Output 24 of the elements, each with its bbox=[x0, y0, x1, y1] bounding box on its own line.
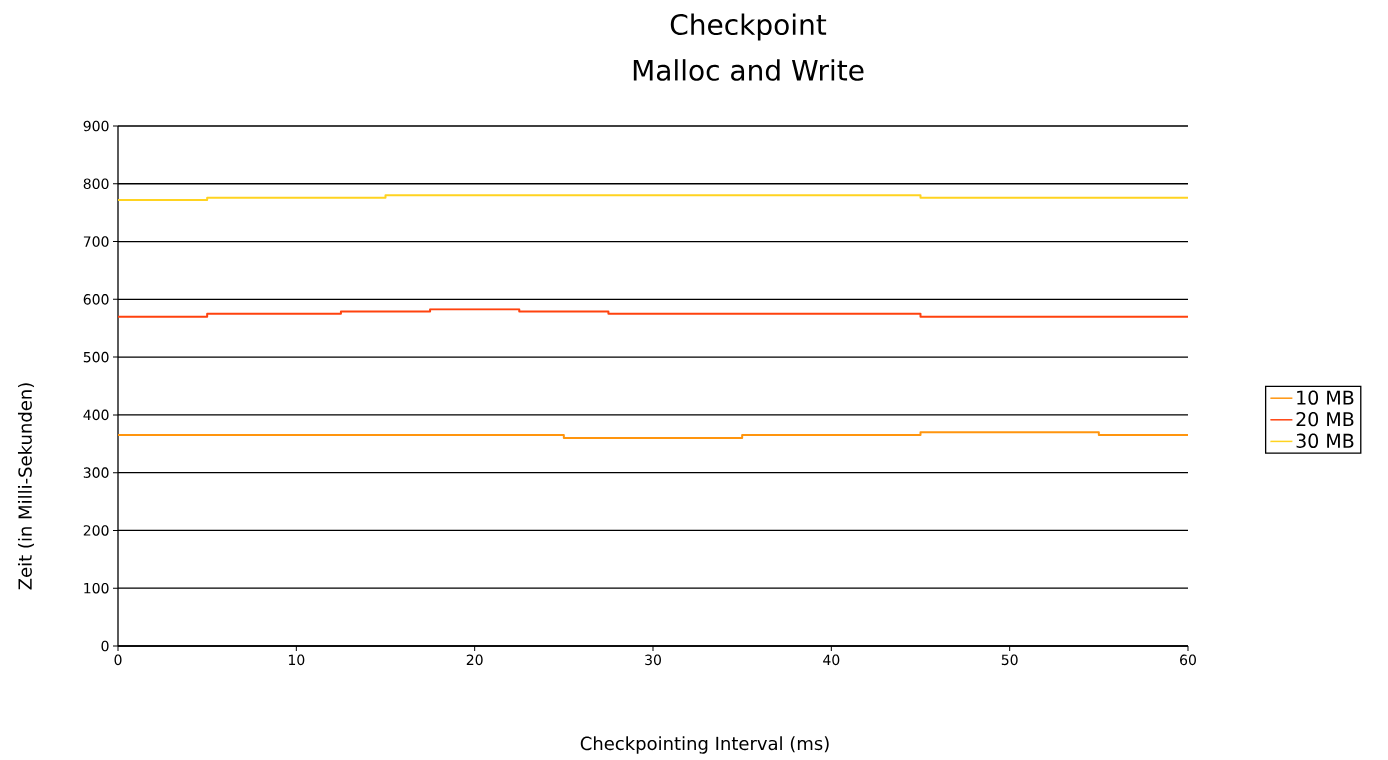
legend-label: 30 MB bbox=[1296, 433, 1354, 448]
chart-title: Checkpoint bbox=[670, 13, 827, 41]
x-tick-label: 50 bbox=[1001, 654, 1018, 666]
y-tick-label: 600 bbox=[83, 294, 109, 305]
y-axis-title: Zeit (in Milli-Sekunden) bbox=[17, 383, 35, 590]
x-axis-title: Checkpointing Interval (ms) bbox=[580, 736, 829, 754]
y-tick-label: 300 bbox=[83, 467, 109, 478]
y-tick-label: 0 bbox=[101, 640, 109, 652]
y-tick-label: 500 bbox=[83, 351, 109, 363]
x-tick-label: 60 bbox=[1180, 654, 1196, 666]
y-tick-label: 700 bbox=[83, 236, 109, 247]
x-tick-label: 0 bbox=[114, 654, 122, 666]
y-tick-label: 100 bbox=[84, 582, 109, 594]
y-tick-label: 400 bbox=[83, 409, 109, 421]
y-tick-label: 200 bbox=[83, 525, 109, 536]
y-tick-label: 900 bbox=[83, 120, 109, 132]
x-tick-label: 40 bbox=[823, 654, 840, 666]
chart-subtitle: Malloc and Write bbox=[633, 59, 864, 81]
legend-label: 20 MB bbox=[1296, 412, 1354, 427]
x-tick-label: 30 bbox=[645, 654, 661, 666]
x-tick-label: 20 bbox=[466, 654, 483, 666]
x-tick-label: 10 bbox=[288, 654, 305, 666]
y-tick-label: 800 bbox=[83, 178, 109, 190]
legend-label: 10 MB bbox=[1297, 390, 1354, 405]
